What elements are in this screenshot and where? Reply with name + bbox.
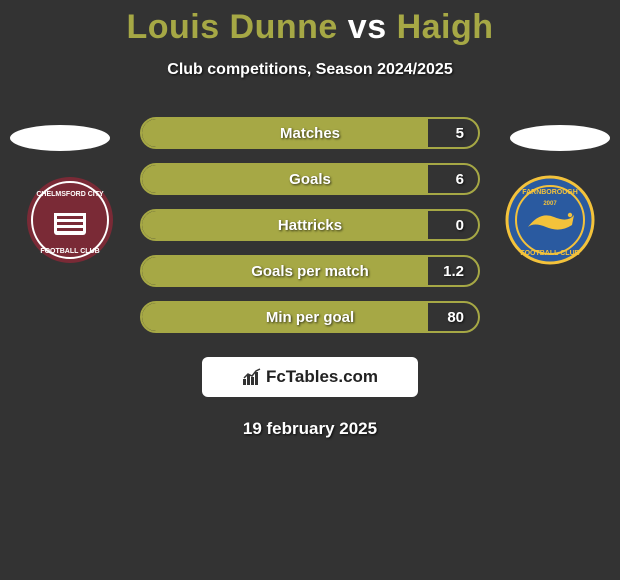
svg-text:FOOTBALL CLUB: FOOTBALL CLUB	[40, 248, 99, 255]
stat-value: 1.2	[443, 263, 464, 280]
comparison-card: Louis Dunne vs Haigh Club competitions, …	[0, 0, 620, 439]
svg-text:CHELMSFORD CITY: CHELMSFORD CITY	[36, 191, 104, 198]
stat-fill	[142, 165, 428, 193]
stat-row-goals-per-match: Goals per match 1.2	[140, 255, 480, 287]
stat-label: Hattricks	[278, 217, 342, 234]
chart-bars-icon	[242, 367, 262, 387]
stat-label: Min per goal	[266, 309, 354, 326]
svg-text:2007: 2007	[543, 201, 557, 207]
date-text: 19 february 2025	[0, 419, 620, 439]
player1-name: Louis Dunne	[126, 8, 337, 46]
player1-oval	[10, 125, 110, 151]
stat-row-min-per-goal: Min per goal 80	[140, 301, 480, 333]
subtitle: Club competitions, Season 2024/2025	[0, 61, 620, 79]
stat-value: 5	[456, 125, 464, 142]
brand-card: FcTables.com	[202, 357, 418, 397]
club-badge-left: CHELMSFORD CITY FOOTBALL CLUB	[20, 175, 120, 265]
svg-text:FOOTBALL CLUB: FOOTBALL CLUB	[520, 250, 579, 257]
stat-value: 0	[456, 217, 464, 234]
brand-text: FcTables.com	[266, 367, 378, 387]
stat-label: Matches	[280, 125, 340, 142]
page-title: Louis Dunne vs Haigh	[0, 8, 620, 47]
stat-label: Goals	[289, 171, 331, 188]
stat-value: 80	[447, 309, 464, 326]
stat-label: Goals per match	[251, 263, 369, 280]
player2-name: Haigh	[397, 8, 494, 46]
player2-oval	[510, 125, 610, 151]
svg-text:FARNBOROUGH: FARNBOROUGH	[522, 189, 578, 196]
stat-row-matches: Matches 5	[140, 117, 480, 149]
vs-text: vs	[348, 8, 387, 46]
stat-value: 6	[456, 171, 464, 188]
stat-row-goals: Goals 6	[140, 163, 480, 195]
stat-row-hattricks: Hattricks 0	[140, 209, 480, 241]
club-badge-right: FARNBOROUGH FOOTBALL CLUB 2007	[500, 175, 600, 265]
